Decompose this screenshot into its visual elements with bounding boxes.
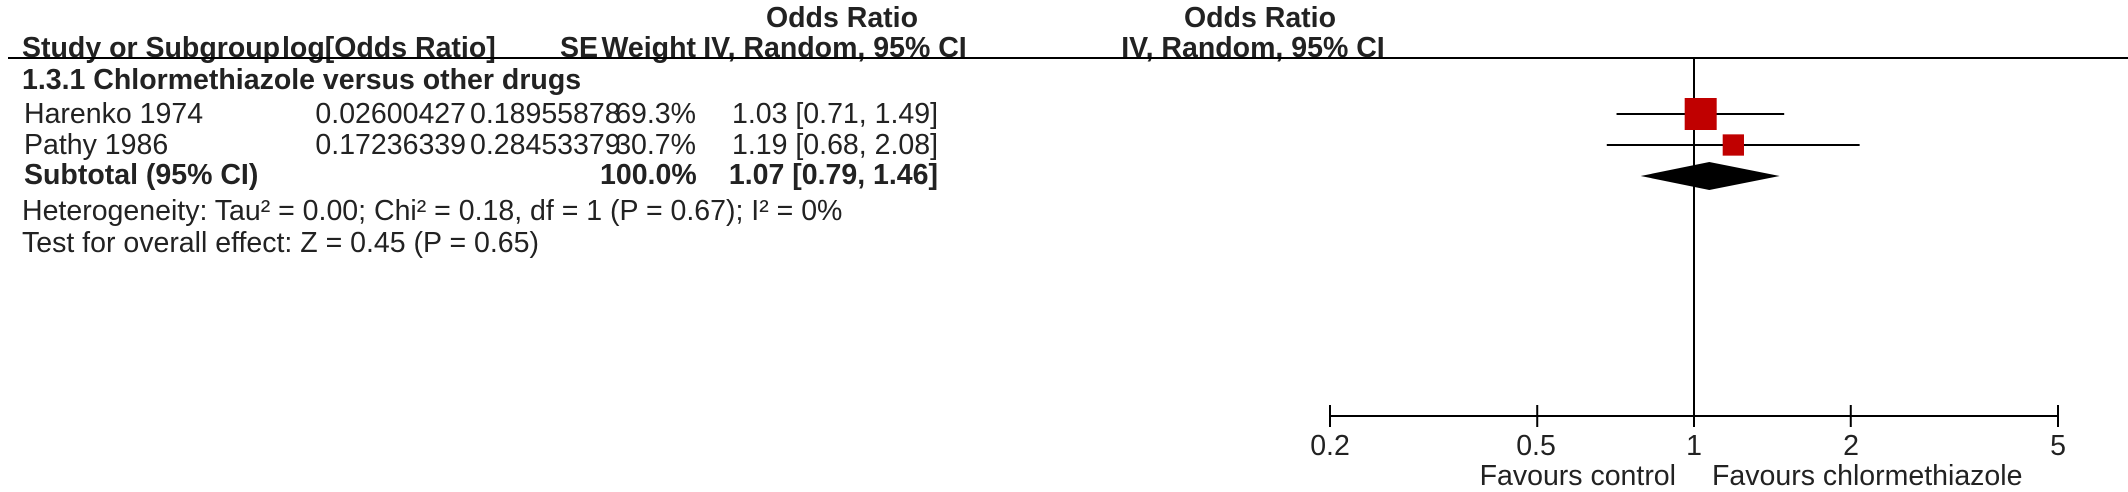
subtotal-weight: 100.0% — [600, 159, 697, 191]
axis-tick-label: 0.5 — [1516, 430, 1556, 462]
axis-tick-label: 5 — [2050, 430, 2066, 462]
study-log-odds-ratio: 0.02600427 — [315, 98, 466, 130]
overall-effect-text: Test for overall effect: Z = 0.45 (P = 0… — [22, 227, 539, 259]
study-square-marker — [1722, 134, 1744, 156]
axis-tick-label: 0.2 — [1310, 430, 1350, 462]
subtotal-ci: 1.07 [0.79, 1.46] — [728, 159, 938, 191]
study-name: Pathy 1986 — [24, 129, 169, 161]
study-name: Harenko 1974 — [24, 98, 204, 130]
subgroup-heading: 1.3.1 Chlormethiazole versus other drugs — [22, 64, 582, 96]
axis-tick-label: 1 — [1686, 430, 1702, 462]
study-weight: 69.3% — [615, 98, 696, 130]
summary-diamond — [1640, 162, 1780, 190]
study-ci: 1.03 [0.71, 1.49] — [732, 98, 938, 130]
study-ci: 1.19 [0.68, 2.08] — [732, 129, 938, 161]
study-log-odds-ratio: 0.17236339 — [315, 129, 466, 161]
or-column-title: Odds Ratio — [765, 2, 918, 34]
study-se: 0.18955878 — [470, 98, 621, 130]
study-square-marker — [1684, 98, 1717, 130]
plot-column-title: Odds Ratio — [1183, 2, 1336, 34]
heterogeneity-text: Heterogeneity: Tau² = 0.00; Chi² = 0.18,… — [22, 195, 843, 227]
subtotal-label: Subtotal (95% CI) — [24, 159, 259, 191]
study-se: 0.28453379 — [470, 129, 621, 161]
favours-right-label: Favours chlormethiazole — [1712, 460, 2023, 492]
axis-tick-label: 2 — [1843, 430, 1859, 462]
favours-left-label: Favours control — [1479, 460, 1676, 492]
study-weight: 30.7% — [615, 129, 696, 161]
